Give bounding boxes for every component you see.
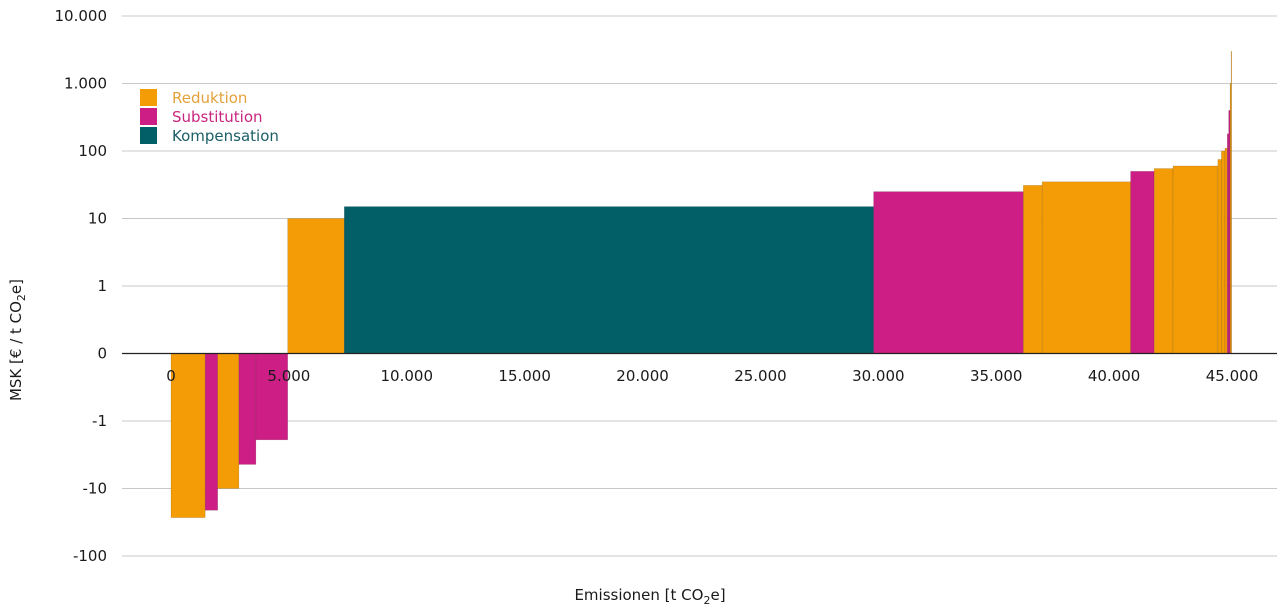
x-tick-label: 0 (166, 367, 176, 385)
legend-label-reduktion: Reduktion (172, 89, 247, 107)
y-tick-label: 10 (88, 210, 107, 228)
bars (170, 50, 1232, 518)
legend-swatch-reduktion (140, 89, 157, 106)
y-tick-label: -100 (73, 547, 107, 565)
bar-reduktion (1172, 165, 1219, 354)
y-tick-label: 0 (97, 345, 107, 363)
bar-reduktion (1221, 150, 1226, 354)
bar-kompensation (343, 206, 874, 354)
legend-swatch-substitution (140, 108, 157, 125)
bar-reduktion (1041, 181, 1131, 354)
bar-reduktion (1217, 159, 1222, 354)
y-tick-label: 1 (97, 277, 107, 295)
bar-substitution (204, 353, 218, 511)
bar-substitution (255, 353, 289, 441)
bar-substitution (1130, 171, 1155, 354)
x-tick-label: 35.000 (970, 367, 1023, 385)
legend: Reduktion Substitution Kompensation (140, 89, 279, 145)
x-tick-label: 5.000 (267, 367, 310, 385)
x-tick-label: 45.000 (1206, 367, 1259, 385)
x-tick-label: 40.000 (1088, 367, 1141, 385)
y-tick-label: -10 (83, 480, 108, 498)
x-tick-labels: 0 5.000 10.000 15.000 20.000 25.000 30.000 35.0… (166, 367, 1258, 385)
y-axis-label: MSK [€ / t CO2e] (7, 279, 28, 401)
x-tick-label: 25.000 (734, 367, 787, 385)
y-tick-label: -1 (92, 412, 107, 430)
bar-reduktion (1224, 147, 1228, 354)
legend-label-substitution: Substitution (172, 108, 263, 126)
x-axis-label: Emissionen [t CO2e] (574, 586, 725, 607)
bar-reduktion (287, 218, 345, 354)
x-tick-label: 10.000 (381, 367, 434, 385)
bar-substitution (873, 191, 1024, 354)
x-tick-label: 15.000 (498, 367, 551, 385)
legend-label-kompensation: Kompensation (172, 127, 279, 145)
y-tick-label: 1.000 (64, 75, 107, 93)
y-tick-label: 100 (78, 142, 107, 160)
bar-reduktion (1153, 168, 1174, 354)
bar-reduktion (1230, 50, 1232, 354)
legend-swatch-kompensation (140, 127, 157, 144)
bar-reduktion (1023, 185, 1043, 354)
bar-substitution (238, 353, 257, 465)
y-tick-label: 10.000 (55, 7, 108, 25)
bar-reduktion (170, 353, 206, 518)
bar-reduktion (217, 353, 240, 489)
x-tick-label: 20.000 (616, 367, 669, 385)
x-tick-label: 30.000 (852, 367, 905, 385)
